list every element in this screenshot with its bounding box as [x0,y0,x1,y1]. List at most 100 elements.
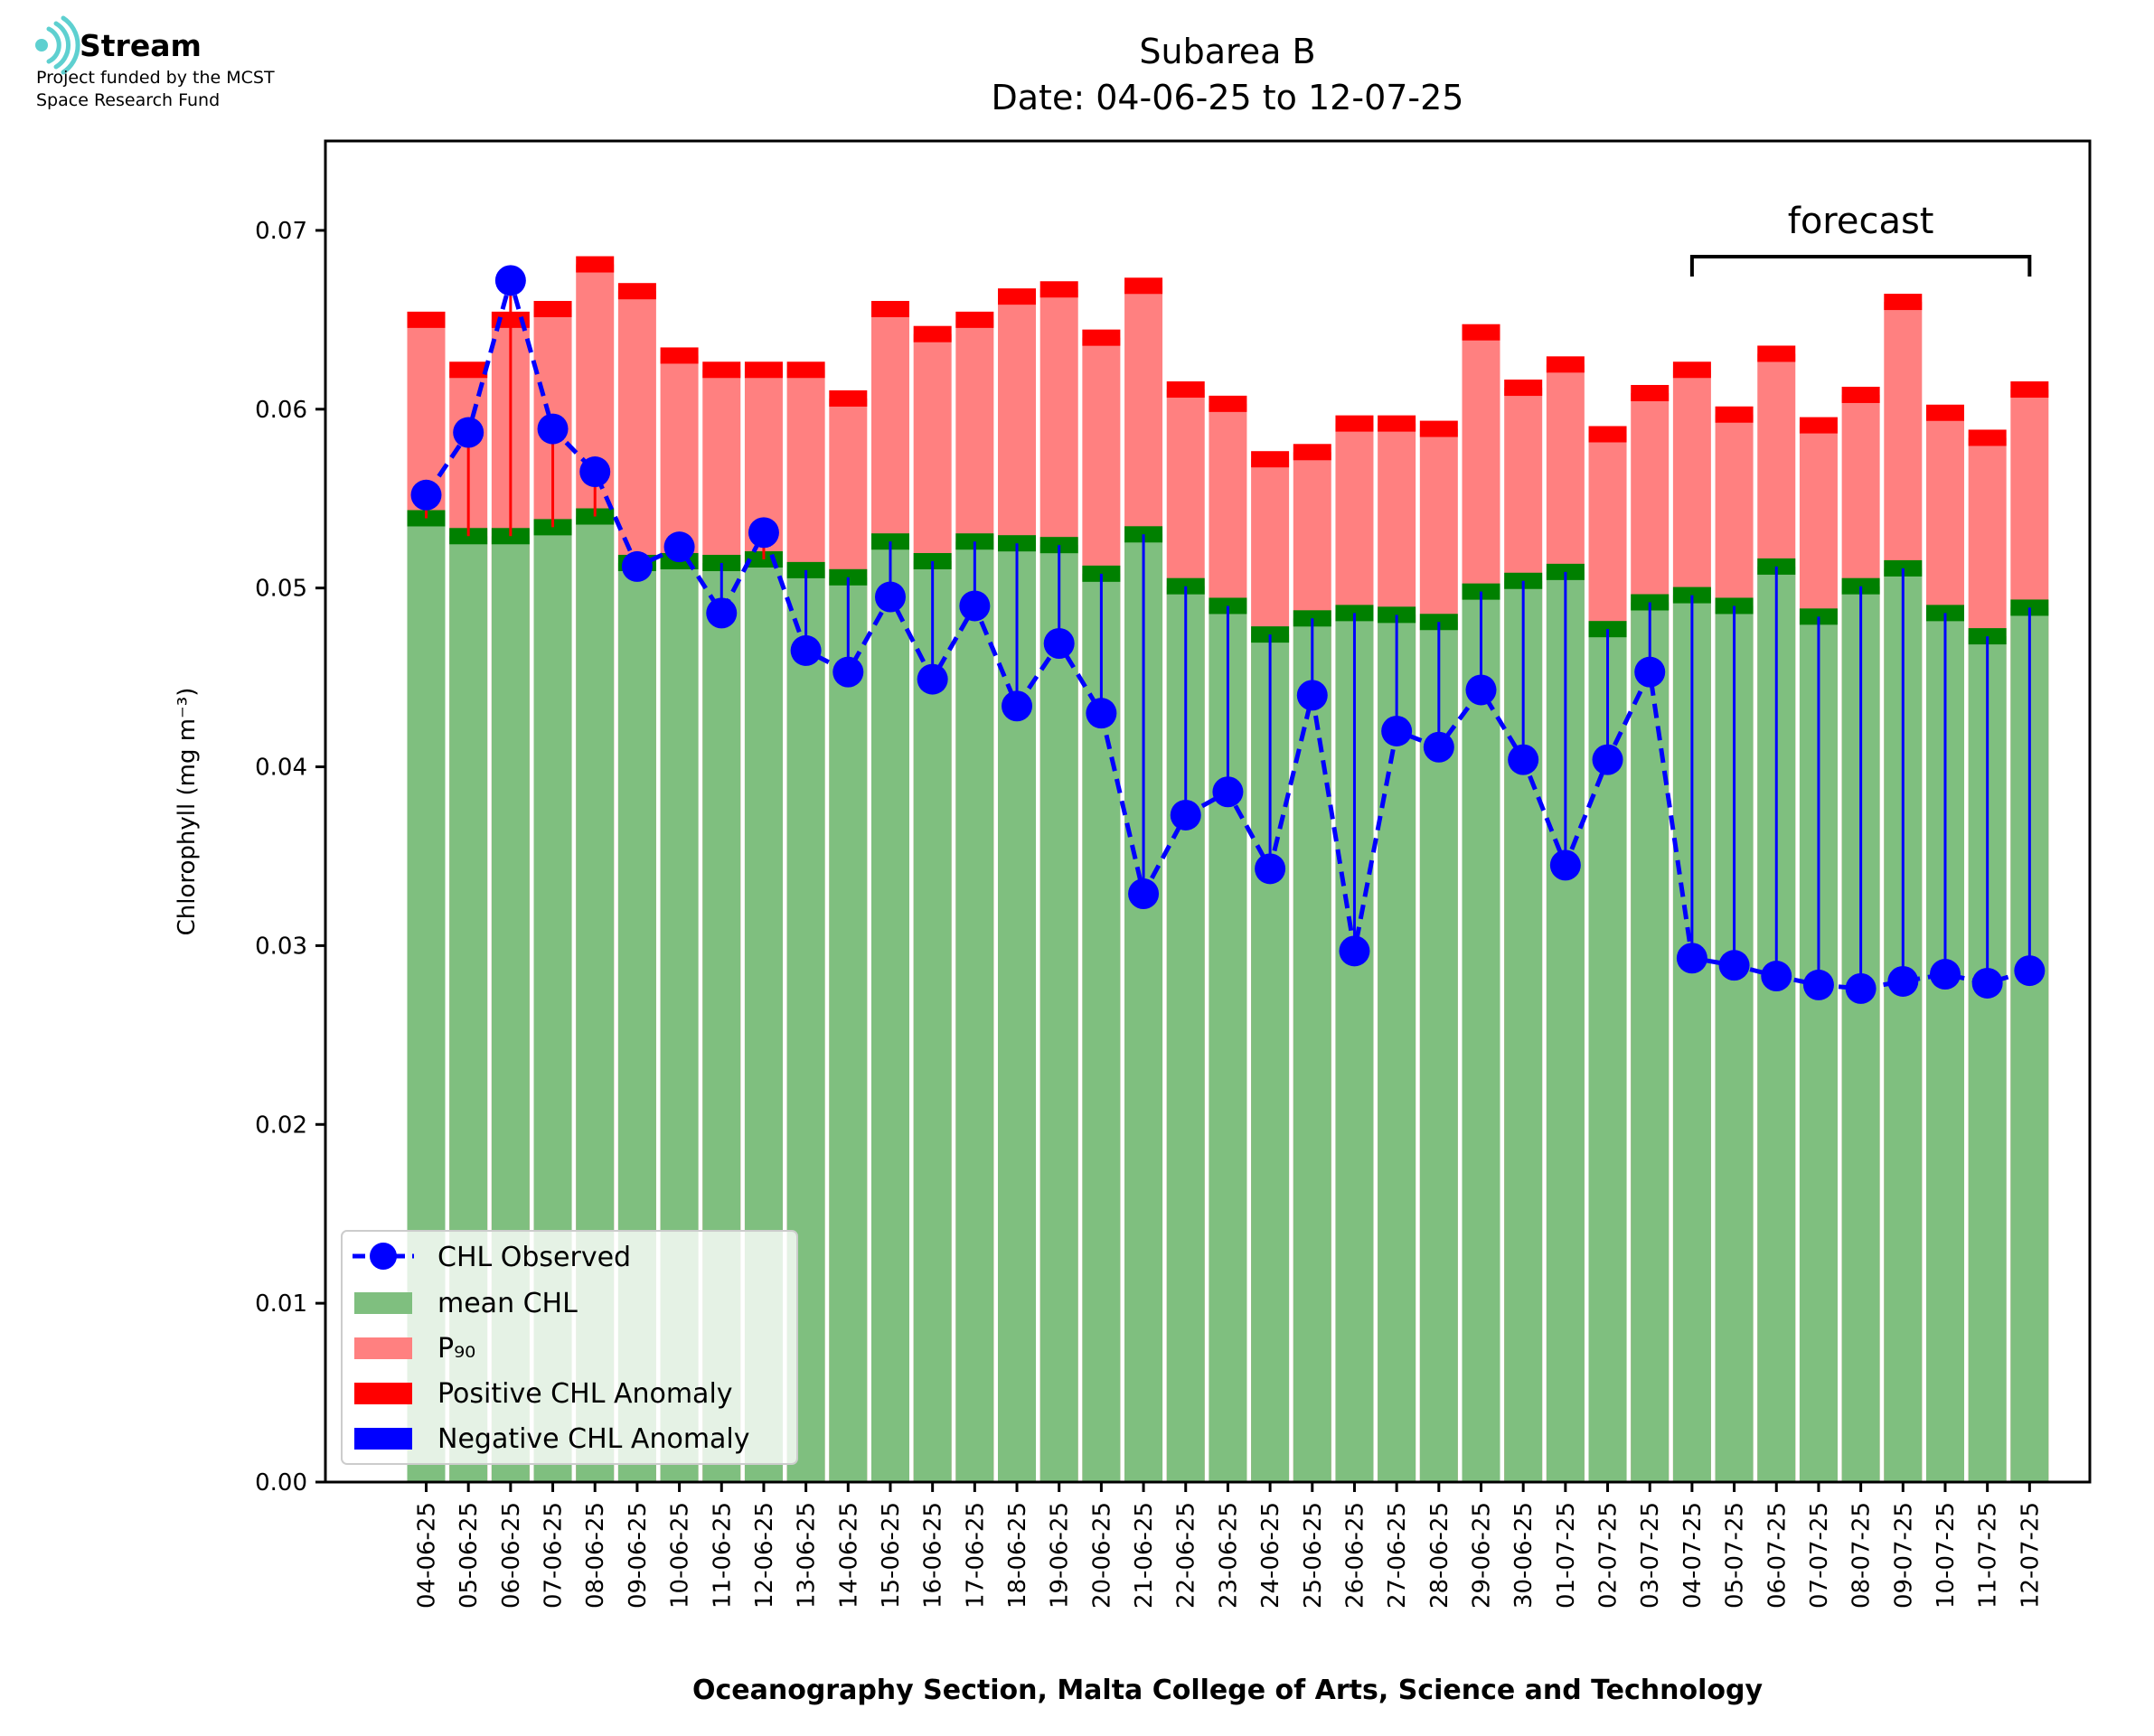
x-tick-label: 30-06-25 [1510,1502,1538,1609]
chl-observed-point [663,531,695,563]
x-axis: 04-06-25 05-06-25 06-06-25 07-06-25 08-06-25… [414,1482,2044,1609]
chart-subtitle: Date: 04-06-25 to 12-07-25 [992,78,1464,117]
legend-item-negative-anomaly: Negative CHL Anomaly [354,1423,750,1455]
legend-item-mean-chl: mean CHL [354,1288,578,1319]
chl-observed-point [1592,744,1623,775]
x-tick-label: 21-06-25 [1131,1502,1158,1609]
x-tick-label: 01-07-25 [1553,1502,1580,1609]
chl-observed-point [1761,961,1792,992]
p90-cap [1335,415,1374,432]
p90-cap [617,283,656,300]
wave-icon [35,15,80,75]
chl-observed-point [1718,950,1750,981]
y-tick-label: 0.03 [255,933,307,960]
logo-funding-line-2: Space Research Fund [36,90,220,110]
mean-chl-bar [1462,591,1500,1482]
p90-cap [1124,277,1163,295]
p90-cap [829,389,868,407]
chl-observed-point [1128,878,1160,910]
x-tick-label: 28-06-25 [1426,1502,1453,1609]
chl-observed-point [1802,969,1834,1000]
x-tick-label: 16-06-25 [920,1502,947,1609]
x-tick-label: 07-07-25 [1806,1502,1833,1609]
x-tick-label: 05-06-25 [456,1502,483,1609]
mean-chl-bar [1293,618,1331,1482]
legend-swatch-negative-anomaly [354,1428,412,1450]
legend-swatch-mean-chl [354,1292,412,1314]
chl-observed-point [1086,698,1117,729]
legend-label-chl-observed: CHL Observed [437,1242,631,1273]
x-tick-label: 07-06-25 [541,1502,568,1609]
p90-cap [702,361,741,379]
chl-observed-point [1339,935,1370,967]
mean-chl-bar [1419,622,1458,1482]
chl-observed-point [1549,849,1581,881]
p90-cap [407,311,446,328]
chl-observed-point [790,634,822,666]
chl-observed-point [537,413,569,445]
p90-cap [576,256,615,273]
x-tick-label: 08-06-25 [582,1502,609,1609]
y-axis-label: Chlorophyll (mg m⁻³) [174,688,201,936]
p90-cap [1884,294,1923,311]
p90-cap [1799,417,1838,434]
legend-swatch-positive-anomaly [354,1383,412,1404]
p90-cap [1082,329,1121,346]
x-tick-label: 10-07-25 [1933,1502,1960,1609]
x-tick-label: 23-06-25 [1215,1502,1242,1609]
legend-item-p90: P₉₀ [354,1333,475,1365]
p90-cap [1925,404,1964,421]
p90-cap [660,347,699,364]
legend-label-positive-anomaly: Positive CHL Anomaly [437,1378,733,1410]
p90-cap [1462,324,1500,341]
x-tick-label: 09-07-25 [1890,1502,1917,1609]
p90-cap [1841,386,1880,403]
p90-cap [1504,380,1543,397]
p90-cap [1672,361,1711,379]
x-tick-label: 26-06-25 [1341,1502,1369,1609]
x-tick-label: 03-07-25 [1637,1502,1664,1609]
x-tick-label: 20-06-25 [1088,1502,1115,1609]
p90-cap [870,300,909,317]
chl-observed-point [874,581,906,613]
anomaly-layer [425,280,2031,989]
mean-chl-bar [829,577,868,1482]
x-tick-label: 19-06-25 [1047,1502,1074,1609]
p90-cap [1419,420,1458,437]
observed-layer [410,265,2046,1004]
stream-logo: Stream Project funded by the MCST Space … [35,15,275,110]
x-tick-label: 15-06-25 [878,1502,905,1609]
x-tick-label: 22-06-25 [1173,1502,1200,1609]
forecast-bracket-line [1689,255,2032,277]
chl-observed-point [410,479,442,511]
x-tick-label: 06-07-25 [1764,1502,1791,1609]
chl-observed-point [1255,853,1286,885]
y-tick-label: 0.06 [255,397,307,424]
chl-observed-point [1296,680,1328,711]
mean-chl-bar [955,541,994,1482]
chl-observed-point [1212,776,1244,808]
x-tick-label: 25-06-25 [1300,1502,1327,1609]
p90-cap [1631,384,1670,401]
mean-chl-bar [870,541,909,1482]
mean-chl-bar [1631,602,1670,1482]
y-tick-label: 0.05 [255,576,307,603]
x-tick-label: 12-07-25 [2017,1502,2044,1609]
chl-observed-point [959,590,991,622]
legend-item-positive-anomaly: Positive CHL Anomaly [354,1378,733,1410]
forecast-bracket: forecast [1689,201,2032,277]
chl-observed-point [1508,744,1539,775]
y-tick-label: 0.04 [255,755,307,782]
y-tick-label: 0.01 [255,1290,307,1318]
p90-cap [1293,444,1331,461]
p90-cap [1715,406,1754,423]
x-axis-label: Oceanography Section, Malta College of A… [692,1675,1764,1706]
axes-frame [324,139,2092,1484]
x-tick-label: 11-07-25 [1975,1502,2002,1609]
chl-observed-point [621,550,653,582]
chl-observed-point [1043,628,1075,660]
x-tick-label: 11-06-25 [709,1502,736,1609]
chl-observed-point [1971,967,2003,999]
logo-funding-line-1: Project funded by the MCST [36,68,275,88]
x-tick-label: 14-06-25 [835,1502,862,1609]
